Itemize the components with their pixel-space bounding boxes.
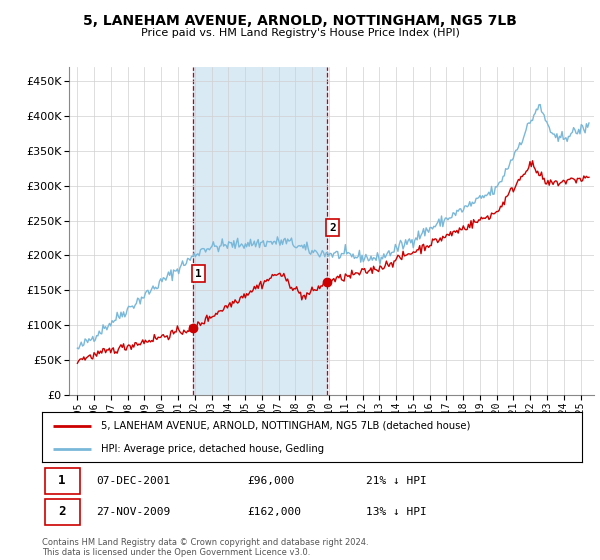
Text: £162,000: £162,000	[247, 507, 301, 517]
FancyBboxPatch shape	[45, 499, 80, 525]
Text: 13% ↓ HPI: 13% ↓ HPI	[366, 507, 427, 517]
Text: HPI: Average price, detached house, Gedling: HPI: Average price, detached house, Gedl…	[101, 445, 325, 454]
Text: Price paid vs. HM Land Registry's House Price Index (HPI): Price paid vs. HM Land Registry's House …	[140, 28, 460, 38]
Text: 27-NOV-2009: 27-NOV-2009	[96, 507, 170, 517]
Text: 1: 1	[195, 268, 202, 278]
Text: 2: 2	[329, 222, 336, 232]
Text: 2: 2	[58, 505, 66, 519]
FancyBboxPatch shape	[45, 468, 80, 494]
Text: £96,000: £96,000	[247, 476, 295, 486]
Text: 21% ↓ HPI: 21% ↓ HPI	[366, 476, 427, 486]
Bar	[193, 67, 328, 395]
Text: 5, LANEHAM AVENUE, ARNOLD, NOTTINGHAM, NG5 7LB (detached house): 5, LANEHAM AVENUE, ARNOLD, NOTTINGHAM, N…	[101, 421, 471, 431]
Text: 07-DEC-2001: 07-DEC-2001	[96, 476, 170, 486]
Text: Contains HM Land Registry data © Crown copyright and database right 2024.
This d: Contains HM Land Registry data © Crown c…	[42, 538, 368, 557]
Text: 5, LANEHAM AVENUE, ARNOLD, NOTTINGHAM, NG5 7LB: 5, LANEHAM AVENUE, ARNOLD, NOTTINGHAM, N…	[83, 14, 517, 28]
Text: 1: 1	[58, 474, 66, 487]
